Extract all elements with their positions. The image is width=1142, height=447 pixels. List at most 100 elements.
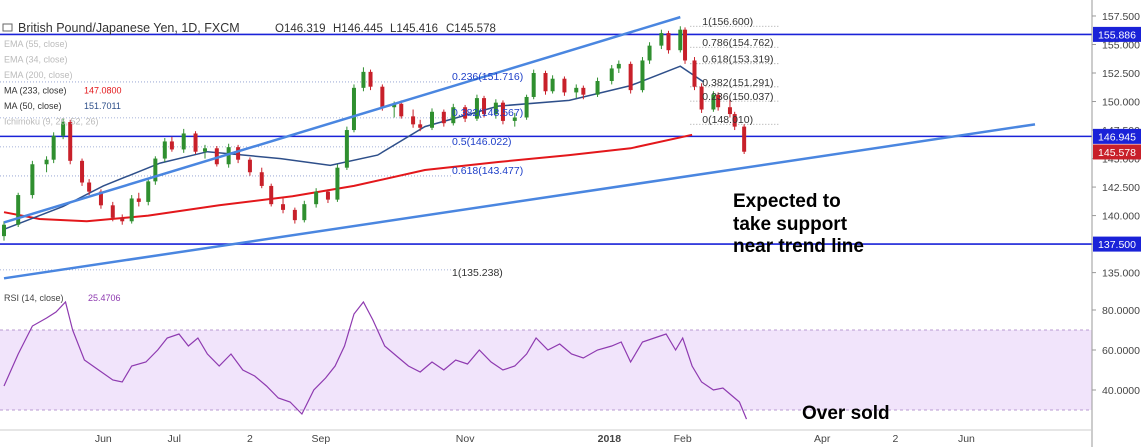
candle-down [68, 122, 73, 161]
candle-up [351, 87, 356, 131]
oversold-note: Over sold [802, 403, 890, 424]
chart-menu-icon[interactable] [2, 23, 13, 32]
fib2-label: 1(156.600) [702, 16, 753, 28]
time-tick-label: Nov [456, 433, 475, 445]
candle-down [259, 172, 264, 186]
price-badge-label: 145.578 [1098, 147, 1136, 159]
candle-down [727, 107, 732, 115]
candle-down [441, 111, 446, 124]
candle-down [418, 124, 423, 128]
candle-up [659, 33, 664, 46]
indicator-label: EMA (200, close) [4, 70, 73, 80]
analyst-annotations: Expected to take support near trend line… [733, 191, 890, 424]
candle-down [236, 147, 241, 160]
candle-up [146, 181, 151, 202]
rsi-tick-label: 60.0000 [1102, 345, 1140, 357]
candle-up [129, 198, 134, 222]
candle-up [202, 148, 207, 152]
ohlc-high: H146.445 [333, 23, 383, 35]
candle-up [678, 29, 683, 51]
rsi-axis-ticks: 40.0000 60.0000 80.0000 [1092, 305, 1140, 397]
candle-down [500, 102, 505, 121]
fib2-label: 0.236(150.037) [702, 91, 773, 103]
rsi-pane [0, 329, 1092, 411]
rsi-line [3, 300, 748, 420]
candle-down [581, 87, 586, 95]
rsi-legend-label: RSI (14, close) [4, 293, 64, 303]
candle-up [640, 60, 645, 91]
candle-down [325, 191, 330, 200]
support-note-line-1: Expected to [733, 191, 841, 212]
candle-up [51, 135, 56, 160]
chart-symbol-title: British Pound/Japanese Yen, 1D, FXCM [18, 21, 240, 35]
candle-up [512, 117, 517, 121]
support-note-line-2: take support [733, 214, 848, 235]
candle-up [181, 133, 186, 150]
fib1-label: 1(135.238) [452, 267, 503, 279]
candle-up [616, 63, 621, 69]
candle-down [742, 126, 747, 152]
price-badge [1093, 26, 1141, 42]
candle-down [110, 205, 115, 218]
ma233-line [3, 133, 693, 223]
time-tick-label: 2 [247, 433, 253, 445]
indicator-label: MA (233, close) [4, 86, 67, 96]
candle-down [269, 185, 274, 205]
time-tick-label: Sep [312, 433, 331, 445]
price-badge [1093, 128, 1141, 144]
rsi-tick-label: 40.0000 [1102, 385, 1140, 397]
candle-up [344, 130, 349, 168]
candle-down [292, 209, 297, 221]
ohlc-open: O146.319 [275, 23, 326, 35]
candle-down [692, 60, 697, 87]
candle-down [87, 182, 92, 192]
price-tick-label: 152.500 [1102, 68, 1140, 80]
candle-up [430, 111, 435, 128]
candle-down [732, 114, 737, 127]
price-axis: 135.000137.500140.000142.500145.000147.5… [1091, 0, 1141, 447]
candle-up [647, 45, 652, 61]
price-badge [1093, 236, 1141, 252]
fib2-label: 0.618(153.319) [702, 54, 773, 66]
rsi-band [0, 330, 1092, 410]
candle-up [550, 78, 555, 92]
candle-down [628, 63, 633, 91]
time-axis-ticks: Jun Jul 2 Sep Nov 2018 Feb Apr 2 Jun [95, 433, 975, 445]
candle-up [153, 158, 158, 182]
candle-down [247, 159, 252, 173]
candle-down [120, 217, 125, 222]
candle-down [463, 107, 468, 119]
candle-down [666, 33, 671, 51]
moving-averages [3, 65, 705, 230]
rsi-legend-value: 25.4706 [88, 293, 121, 303]
price-badge-label: 155.886 [1098, 29, 1136, 41]
time-tick-label: Jul [168, 433, 181, 445]
indicator-value: 147.0800 [84, 86, 122, 96]
candle-up [361, 71, 366, 88]
trendline [3, 15, 681, 224]
candle-up [493, 102, 498, 115]
candle-down [683, 29, 688, 61]
fib1-label: 0.382(148.567) [452, 107, 523, 119]
candle-down [169, 141, 174, 150]
price-tick-label: 155.000 [1102, 39, 1140, 51]
trendlines [3, 15, 1036, 280]
time-axis: Jun Jul 2 Sep Nov 2018 Feb Apr 2 Jun [0, 429, 1092, 445]
price-tick-label: 140.000 [1102, 211, 1140, 223]
candle-down [699, 86, 704, 110]
candle-up [474, 98, 479, 119]
price-badges: 155.886 146.945 145.578 137.500 [1093, 26, 1141, 252]
fib1-label: 0.618(143.477) [452, 165, 523, 177]
candle-up [531, 73, 536, 97]
price-tick-label: 157.500 [1102, 11, 1140, 23]
candle-down [281, 204, 286, 210]
candle-down [98, 191, 103, 206]
indicator-value: 151.7011 [84, 101, 121, 111]
candle-up [2, 224, 6, 237]
candle-down [411, 116, 416, 125]
time-tick-label: Jun [95, 433, 112, 445]
trendline [3, 123, 1036, 280]
price-badge [1093, 144, 1141, 160]
indicator-label: Ichimoku (9, 26, 52, 26) [4, 117, 99, 127]
